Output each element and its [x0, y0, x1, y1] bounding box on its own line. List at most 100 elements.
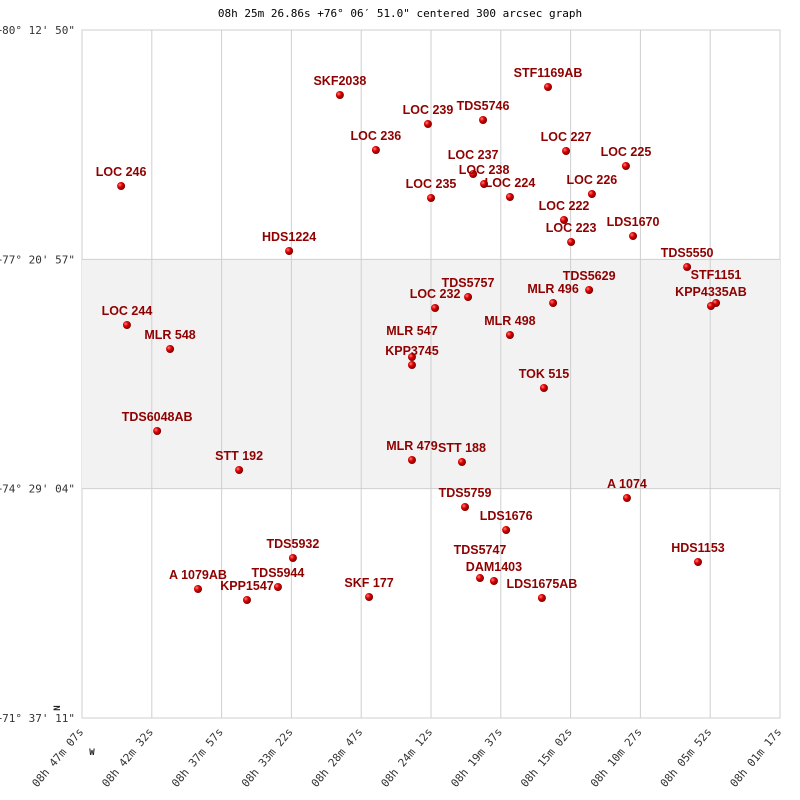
star-point[interactable]: LOC 222 — [539, 199, 590, 224]
star-marker[interactable] — [461, 503, 470, 512]
star-point[interactable]: MLR 548 — [144, 328, 196, 353]
star-marker[interactable] — [544, 82, 553, 91]
x-tick-label: 08h 37m 57s — [169, 726, 226, 790]
star-point[interactable]: STF1169AB — [514, 66, 583, 91]
star-marker[interactable] — [502, 526, 511, 535]
star-point[interactable]: HDS1224 — [262, 230, 316, 255]
star-point[interactable]: KPP4335AB — [675, 285, 747, 311]
star-marker[interactable] — [549, 299, 558, 308]
star-point[interactable]: LOC 224 — [485, 176, 536, 202]
star-point[interactable]: LOC 225 — [601, 145, 652, 171]
star-point[interactable]: MLR 498 — [484, 314, 536, 340]
star-point[interactable]: TOK 515 — [519, 367, 570, 392]
star-marker[interactable] — [273, 583, 282, 592]
star-marker[interactable] — [621, 162, 630, 171]
star-point[interactable]: TDS5757 — [442, 276, 495, 302]
star-point[interactable]: LDS1675AB — [506, 577, 577, 603]
star-marker[interactable] — [166, 344, 175, 353]
star-marker[interactable] — [683, 263, 692, 272]
star-label: HDS1153 — [671, 541, 725, 555]
star-point[interactable]: LOC 235 — [406, 177, 457, 203]
star-marker[interactable] — [365, 593, 374, 602]
star-label: TDS5757 — [442, 276, 495, 290]
star-point[interactable]: TDS5944 — [252, 566, 305, 592]
star-point[interactable]: TDS5747 — [454, 543, 507, 583]
star-point[interactable]: LOC 238 — [459, 163, 510, 188]
star-marker[interactable] — [585, 285, 594, 294]
star-label: MLR 548 — [144, 328, 195, 342]
star-point[interactable]: LOC 246 — [96, 165, 147, 190]
star-marker[interactable] — [505, 331, 514, 340]
star-point[interactable]: MLR 479 — [386, 439, 438, 465]
star-marker[interactable] — [407, 456, 416, 465]
star-point[interactable]: SKF 177 — [344, 576, 394, 602]
star-point[interactable]: LOC 244 — [102, 304, 153, 330]
star-point[interactable]: LOC 232 — [410, 287, 461, 313]
star-marker[interactable] — [407, 352, 416, 361]
star-point[interactable]: MLR 547 — [386, 324, 438, 361]
star-point[interactable]: TDS5629 — [563, 269, 616, 294]
star-point[interactable]: LOC 226 — [567, 173, 618, 199]
star-point[interactable]: LDS1670 — [607, 215, 660, 241]
star-point[interactable]: LOC 239 — [403, 103, 454, 128]
star-point[interactable]: DAM1403 — [466, 560, 522, 585]
star-marker[interactable] — [335, 90, 344, 99]
star-marker[interactable] — [242, 596, 251, 605]
star-point[interactable]: TDS5759 — [439, 486, 492, 512]
star-marker[interactable] — [505, 193, 514, 202]
star-point[interactable]: A 1074 — [607, 477, 647, 503]
star-marker[interactable] — [706, 302, 715, 311]
star-point[interactable]: LOC 223 — [546, 221, 597, 247]
x-tick-label: 08h 24m 12s — [379, 726, 436, 790]
star-marker[interactable] — [622, 494, 631, 503]
star-point[interactable]: SKF2038 — [313, 74, 366, 99]
star-marker[interactable] — [567, 238, 576, 247]
star-marker[interactable] — [153, 427, 162, 436]
star-point[interactable]: HDS1153 — [671, 541, 725, 567]
star-marker[interactable] — [464, 293, 473, 302]
star-point[interactable]: STT 192 — [215, 449, 263, 475]
star-marker[interactable] — [122, 321, 131, 330]
star-marker[interactable] — [117, 181, 126, 190]
star-label: LOC 225 — [601, 145, 652, 159]
star-point[interactable]: KPP3745 — [385, 344, 439, 370]
star-point[interactable]: MLR 496 — [527, 282, 579, 308]
star-label: STT 192 — [215, 449, 263, 463]
star-point[interactable]: STT 188 — [438, 441, 486, 467]
star-marker[interactable] — [480, 179, 489, 188]
star-marker[interactable] — [407, 361, 416, 370]
star-marker[interactable] — [427, 194, 435, 203]
star-point[interactable]: LOC 237 — [448, 148, 499, 179]
star-marker[interactable] — [469, 170, 478, 179]
star-marker[interactable] — [193, 585, 202, 594]
star-marker[interactable] — [431, 304, 440, 313]
star-marker[interactable] — [285, 246, 294, 255]
star-marker[interactable] — [371, 145, 380, 154]
star-point[interactable]: KPP1547 — [220, 579, 274, 605]
north-marker: N — [53, 705, 63, 710]
star-marker[interactable] — [694, 558, 703, 567]
star-marker[interactable] — [539, 383, 548, 392]
star-point[interactable]: TDS5550 — [661, 246, 714, 272]
star-marker[interactable] — [562, 146, 571, 155]
star-marker[interactable] — [457, 458, 466, 467]
star-marker[interactable] — [537, 594, 546, 603]
star-point[interactable]: LOC 227 — [541, 130, 592, 155]
star-point[interactable]: TDS6048AB — [122, 410, 193, 436]
star-marker[interactable] — [629, 232, 638, 241]
star-marker[interactable] — [489, 576, 498, 585]
star-point[interactable]: LDS1676 — [480, 509, 533, 535]
star-point[interactable]: A 1079AB — [169, 568, 227, 594]
star-marker[interactable] — [288, 554, 297, 563]
star-point[interactable]: LOC 236 — [351, 129, 402, 154]
star-marker[interactable] — [479, 115, 488, 124]
star-point[interactable]: TDS5746 — [457, 99, 510, 124]
star-marker[interactable] — [560, 215, 569, 224]
star-marker[interactable] — [587, 190, 596, 199]
star-marker[interactable] — [235, 466, 244, 475]
x-tick-label: 08h 10m 27s — [588, 726, 645, 790]
star-marker[interactable] — [423, 119, 432, 128]
star-marker[interactable] — [475, 574, 484, 583]
star-point[interactable]: TDS5932 — [267, 537, 320, 563]
